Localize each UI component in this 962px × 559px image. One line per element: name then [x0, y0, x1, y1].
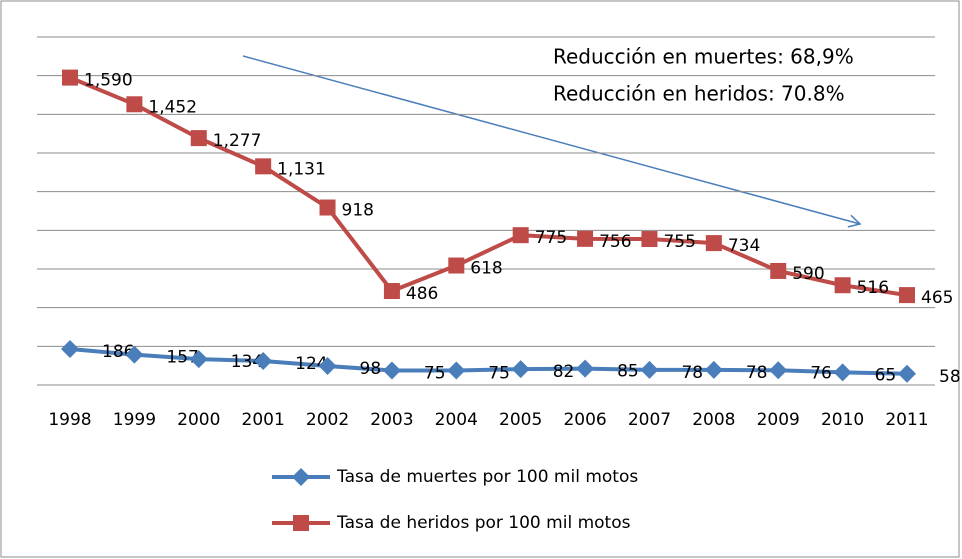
data-label: 775	[535, 228, 567, 248]
marker	[834, 277, 851, 294]
data-label: 734	[728, 236, 760, 256]
trend-arrow	[242, 55, 862, 228]
x-tick-label: 2001	[242, 410, 285, 430]
series-line	[69, 75, 908, 298]
marker	[126, 96, 143, 113]
marker	[190, 130, 207, 147]
marker	[512, 227, 529, 244]
data-label: 516	[857, 278, 889, 298]
data-label: 157	[166, 348, 198, 368]
marker	[833, 363, 852, 382]
marker	[770, 262, 787, 279]
x-tick-label: 2008	[692, 410, 735, 430]
data-label: 85	[617, 362, 639, 382]
data-label: 1,131	[277, 159, 326, 179]
x-tick-label: 2002	[306, 410, 349, 430]
marker	[641, 231, 658, 248]
x-tick-label: 2004	[435, 410, 478, 430]
data-label: 590	[792, 264, 824, 284]
x-tick-label: 2011	[885, 410, 928, 430]
marker	[511, 360, 530, 379]
marker	[705, 235, 722, 252]
data-label: 486	[406, 284, 438, 304]
data-label: 82	[553, 362, 575, 382]
marker	[382, 361, 401, 380]
data-label: 755	[663, 232, 695, 252]
data-label: 465	[921, 288, 953, 308]
marker	[769, 361, 788, 380]
data-label: 98	[360, 359, 382, 379]
marker	[704, 360, 723, 379]
marker	[125, 345, 144, 364]
data-label: 186	[102, 342, 134, 362]
data-label: 76	[810, 363, 832, 383]
x-tick-label: 2003	[370, 410, 413, 430]
marker	[577, 230, 594, 247]
data-label: 918	[342, 201, 374, 221]
annotation: Reducción en muertes: 68,9%	[553, 45, 854, 69]
data-label: 1,590	[84, 71, 133, 91]
data-label: 78	[681, 363, 703, 383]
marker	[318, 357, 337, 376]
marker	[898, 364, 916, 383]
marker	[254, 352, 273, 371]
x-tick-label: 1999	[113, 410, 156, 430]
x-tick-label: 2006	[563, 410, 606, 430]
x-tick-label: 2009	[757, 410, 800, 430]
data-label: 124	[295, 354, 327, 374]
marker	[447, 361, 466, 380]
annotation: Reducción en heridos: 70.8%	[553, 82, 845, 106]
legend-label: Tasa de muertes por 100 mil motos	[336, 467, 638, 487]
data-label: 75	[424, 364, 446, 384]
x-tick-label: 2000	[177, 410, 220, 430]
data-label: 618	[470, 259, 502, 279]
legend-label: Tasa de heridos por 100 mil motos	[336, 513, 631, 533]
marker	[319, 199, 336, 216]
data-label: 78	[746, 363, 768, 383]
marker	[293, 515, 309, 531]
marker	[189, 350, 208, 369]
data-label: 58	[939, 367, 961, 387]
x-tick-label: 1998	[48, 410, 91, 430]
x-tick-label: 2005	[499, 410, 542, 430]
x-tick-label: 2010	[821, 410, 864, 430]
marker	[448, 257, 465, 274]
data-label: 1,452	[148, 97, 197, 117]
x-tick-label: 2007	[628, 410, 671, 430]
data-label: 1,277	[213, 131, 262, 151]
data-label: 75	[488, 364, 510, 384]
marker	[62, 69, 78, 86]
marker	[576, 359, 595, 378]
marker	[383, 283, 400, 300]
data-label: 65	[875, 365, 897, 385]
data-label: 756	[599, 232, 631, 252]
series-line	[69, 347, 908, 376]
marker	[899, 287, 915, 304]
marker	[640, 360, 659, 379]
marker	[292, 468, 310, 486]
marker	[255, 158, 272, 175]
marker	[61, 340, 79, 359]
data-label: 134	[231, 352, 263, 372]
